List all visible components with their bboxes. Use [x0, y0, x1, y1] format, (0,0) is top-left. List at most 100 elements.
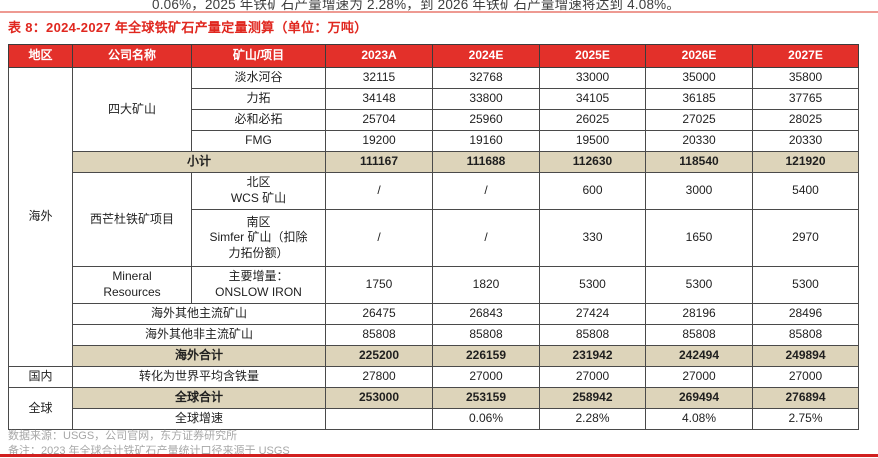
row-label: 全球增速 — [72, 408, 326, 430]
value-cell: 269494 — [645, 387, 753, 409]
value-cell: 27424 — [539, 303, 646, 325]
value-cell: 27000 — [752, 366, 859, 388]
table-title: 表 8：2024-2027 年全球铁矿石产量定量测算（单位：万吨） — [8, 20, 368, 35]
table-row-fmg: FMG 19200 19160 19500 20330 20330 — [9, 130, 859, 152]
value-cell: 32768 — [432, 67, 540, 89]
col-header-2025e: 2025E — [539, 44, 646, 68]
table-row-other-mainstream: 海外其他主流矿山 26475 26843 27424 28196 28496 — [9, 303, 859, 325]
value-cell: 32115 — [325, 67, 433, 89]
col-header-2024e: 2024E — [432, 44, 540, 68]
group-cell-simandou: 西芒杜铁矿项目 — [72, 172, 192, 267]
value-cell: 85808 — [432, 324, 540, 346]
value-cell: 2.75% — [752, 408, 859, 430]
value-cell: 36185 — [645, 88, 753, 110]
value-cell: 2.28% — [539, 408, 646, 430]
value-cell: 85808 — [645, 324, 753, 346]
value-cell: / — [325, 209, 433, 267]
group-cell-mineral-resources: Mineral Resources — [72, 266, 192, 304]
bottom-divider-rule — [0, 454, 878, 457]
value-cell: 258942 — [539, 387, 646, 409]
value-cell: 19500 — [539, 130, 646, 152]
value-cell: 27025 — [645, 109, 753, 131]
clipped-paragraph: 0.06%，2025 年铁矿石产量增速为 2.28%，到 2026 年铁矿石产量… — [152, 0, 681, 12]
value-cell: 2970 — [752, 209, 859, 267]
value-cell: 242494 — [645, 345, 753, 367]
value-cell: 28196 — [645, 303, 753, 325]
col-header-mine-project: 矿山/项目 — [191, 44, 326, 68]
value-cell: 5300 — [752, 266, 859, 304]
value-cell: 1750 — [325, 266, 433, 304]
value-cell: 33000 — [539, 67, 646, 89]
subtotal-label: 全球合计 — [72, 387, 326, 409]
value-cell: 5400 — [752, 172, 859, 210]
table-row-other-nonmainstream: 海外其他非主流矿山 85808 85808 85808 85808 85808 — [9, 324, 859, 346]
value-cell: 27800 — [325, 366, 433, 388]
value-cell: 35800 — [752, 67, 859, 89]
region-cell-global: 全球 — [8, 387, 73, 430]
value-cell: 1820 — [432, 266, 540, 304]
row-label: 淡水河谷 — [191, 67, 326, 89]
row-label: 南区 Simfer 矿山（扣除 力拓份额） — [191, 209, 326, 267]
value-cell: 5300 — [645, 266, 753, 304]
value-cell: 28496 — [752, 303, 859, 325]
value-cell: 5300 — [539, 266, 646, 304]
iron-ore-production-table: 地区 公司名称 矿山/项目 2023A 2024E 2025E 2026E 20… — [8, 44, 859, 430]
value-cell: 226159 — [432, 345, 540, 367]
value-cell: 28025 — [752, 109, 859, 131]
value-cell: 35000 — [645, 67, 753, 89]
col-header-2027e: 2027E — [752, 44, 859, 68]
value-cell: 20330 — [752, 130, 859, 152]
subtotal-label: 海外合计 — [72, 345, 326, 367]
table-row-global-total: 全球 全球合计 253000 253159 258942 269494 2768… — [8, 387, 859, 430]
value-cell: 111167 — [325, 151, 433, 173]
table-row-overseas-total: 海外合计 225200 226159 231942 242494 249894 — [9, 345, 859, 367]
value-cell: 253159 — [432, 387, 540, 409]
value-cell: / — [325, 172, 433, 210]
value-cell: 0.06% — [432, 408, 540, 430]
table-row-vale: 海外 四大矿山 淡水河谷 32115 32768 33000 35000 358… — [8, 67, 859, 367]
row-label: FMG — [191, 130, 326, 152]
value-cell: 112630 — [539, 151, 646, 173]
table-row-simandou-north: 西芒杜铁矿项目 北区 WCS 矿山 / / 600 3000 5400 — [9, 172, 859, 267]
value-cell: 34105 — [539, 88, 646, 110]
region-cell-domestic: 国内 — [8, 366, 73, 388]
value-cell: 600 — [539, 172, 646, 210]
region-cell-overseas: 海外 — [8, 67, 73, 367]
value-cell: 25704 — [325, 109, 433, 131]
value-cell: 27000 — [539, 366, 646, 388]
value-cell: 25960 — [432, 109, 540, 131]
value-cell: 225200 — [325, 345, 433, 367]
value-cell: 85808 — [325, 324, 433, 346]
value-cell: 111688 — [432, 151, 540, 173]
value-cell: 85808 — [539, 324, 646, 346]
table-row-global-growth: 全球增速 0.06% 2.28% 4.08% 2.75% — [9, 408, 859, 430]
value-cell: 249894 — [752, 345, 859, 367]
value-cell: 34148 — [325, 88, 433, 110]
top-divider-rule — [0, 11, 878, 13]
value-cell: 253000 — [325, 387, 433, 409]
col-header-2026e: 2026E — [645, 44, 753, 68]
value-cell: 118540 — [645, 151, 753, 173]
row-label: 海外其他主流矿山 — [72, 303, 326, 325]
value-cell: 4.08% — [645, 408, 753, 430]
col-header-company: 公司名称 — [72, 44, 192, 68]
value-cell: 27000 — [645, 366, 753, 388]
value-cell: / — [432, 209, 540, 267]
col-header-region: 地区 — [8, 44, 73, 68]
value-cell: / — [432, 172, 540, 210]
col-header-2023a: 2023A — [325, 44, 433, 68]
value-cell: 27000 — [432, 366, 540, 388]
row-label: 海外其他非主流矿山 — [72, 324, 326, 346]
value-cell: 85808 — [752, 324, 859, 346]
row-label: 必和必拓 — [191, 109, 326, 131]
value-cell: 276894 — [752, 387, 859, 409]
value-cell: 19160 — [432, 130, 540, 152]
value-cell: 26025 — [539, 109, 646, 131]
value-cell: 26843 — [432, 303, 540, 325]
header-row: 地区 公司名称 矿山/项目 2023A 2024E 2025E 2026E 20… — [8, 44, 859, 68]
table-row-mineral-resources: Mineral Resources 主要增量： ONSLOW IRON 1750… — [9, 266, 859, 304]
data-source-line: 数据来源：USGS，公司官网，东方证券研究所 — [8, 430, 238, 442]
value-cell: 3000 — [645, 172, 753, 210]
value-cell: 37765 — [752, 88, 859, 110]
